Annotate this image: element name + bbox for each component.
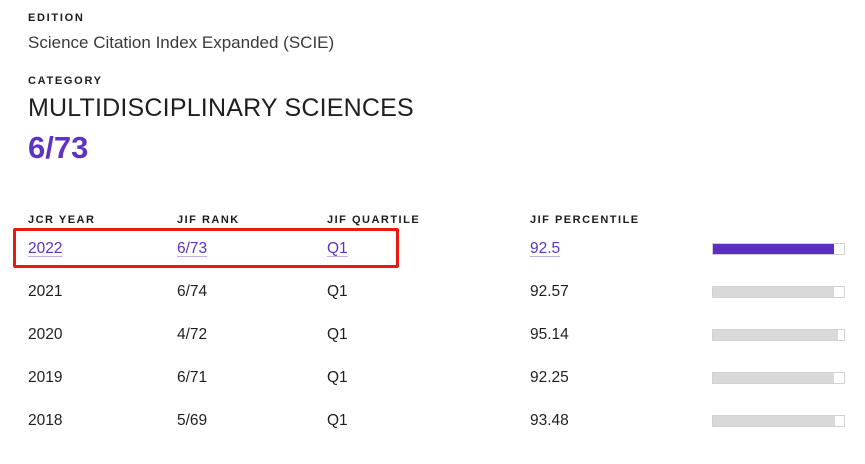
table-row: 2019 6/71 Q1 92.25 (28, 356, 865, 399)
percentile-bar-fill (713, 372, 834, 383)
jif-quartile-cell: Q1 (327, 326, 348, 343)
column-header-jif-rank: JIF RANK (177, 214, 240, 226)
category-label: CATEGORY (28, 75, 103, 87)
jif-percentile-cell: 92.57 (530, 283, 569, 300)
table-row: 2020 4/72 Q1 95.14 (28, 313, 865, 356)
jif-quartile-cell[interactable]: Q1 (327, 240, 348, 257)
percentile-bar-fill (713, 243, 835, 254)
percentile-bar-track (712, 285, 845, 298)
category-name: MULTIDISCIPLINARY SCIENCES (28, 94, 414, 122)
jcr-year-cell: 2019 (28, 369, 63, 386)
jif-rank-cell: 6/71 (177, 369, 208, 386)
jcr-year-cell[interactable]: 2022 (28, 240, 63, 257)
jif-quartile-cell: Q1 (327, 283, 348, 300)
jif-rank-table: JCR YEAR JIF RANK JIF QUARTILE JIF PERCE… (13, 213, 865, 442)
jif-percentile-cell[interactable]: 92.5 (530, 240, 561, 257)
percentile-bar-fill (713, 415, 836, 426)
jif-percentile-cell: 95.14 (530, 326, 569, 343)
percentile-bar-fill (713, 286, 835, 297)
table-row: 2022 6/73 Q1 92.5 (13, 227, 865, 270)
jif-rank-cell: 6/74 (177, 283, 208, 300)
column-header-jif-quartile: JIF QUARTILE (327, 214, 421, 226)
edition-label: EDITION (28, 12, 85, 24)
percentile-bar-track (712, 414, 845, 427)
percentile-bar-fill (713, 329, 838, 340)
table-body: 2022 6/73 Q1 92.5 2021 6/74 Q1 92.57 202… (13, 227, 865, 442)
percentile-bar-track (712, 328, 845, 341)
jcr-year-cell: 2020 (28, 326, 63, 343)
column-header-jif-percentile: JIF PERCENTILE (530, 214, 640, 226)
jif-percentile-cell: 92.25 (530, 369, 569, 386)
jif-rank-cell: 4/72 (177, 326, 208, 343)
jcr-year-cell: 2021 (28, 283, 63, 300)
jcr-year-cell: 2018 (28, 412, 63, 429)
column-header-jcr-year: JCR YEAR (28, 214, 96, 226)
table-row: 2018 5/69 Q1 93.48 (28, 399, 865, 442)
category-rank-value: 6/73 (28, 130, 89, 165)
table-header-row: JCR YEAR JIF RANK JIF QUARTILE JIF PERCE… (28, 213, 865, 227)
edition-value: Science Citation Index Expanded (SCIE) (28, 33, 335, 52)
table-row: 2021 6/74 Q1 92.57 (28, 270, 865, 313)
percentile-bar-track (712, 371, 845, 384)
jif-percentile-cell: 93.48 (530, 412, 569, 429)
jif-quartile-cell: Q1 (327, 369, 348, 386)
percentile-bar-track (712, 242, 845, 255)
jif-rank-cell[interactable]: 6/73 (177, 240, 208, 257)
jif-quartile-cell: Q1 (327, 412, 348, 429)
jif-rank-cell: 5/69 (177, 412, 208, 429)
